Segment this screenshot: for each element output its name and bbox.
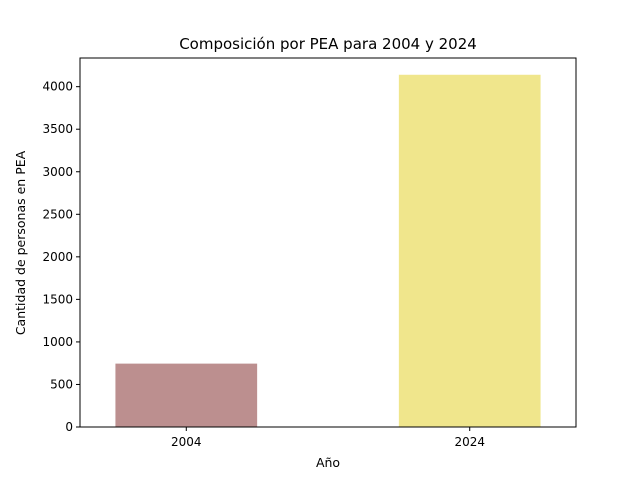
- y-tick-label: 1500: [42, 292, 73, 306]
- bar-2004: [115, 363, 258, 427]
- y-tick-label: 2000: [42, 250, 73, 264]
- bar-2024: [398, 74, 541, 428]
- x-axis-label: Año: [316, 455, 340, 470]
- y-tick-label: 1000: [42, 335, 73, 349]
- plot-area: 0 500 1000 1500 2000 2500 3000 3500 4000 2004 2024: [42, 57, 577, 449]
- y-tick-label: 2500: [42, 207, 73, 221]
- x-tick-label: 2004: [171, 435, 202, 449]
- y-axis-label: Cantidad de personas en PEA: [13, 150, 28, 335]
- y-tick-label: 500: [50, 377, 73, 391]
- y-tick-label: 3500: [42, 122, 73, 136]
- axes-frame: [79, 57, 577, 428]
- y-tick-label: 3000: [42, 165, 73, 179]
- chart-title: Composición por PEA para 2004 y 2024: [179, 35, 477, 53]
- x-tick-label: 2024: [454, 435, 485, 449]
- y-tick-label: 4000: [42, 80, 73, 94]
- y-tick-label: 0: [65, 420, 73, 434]
